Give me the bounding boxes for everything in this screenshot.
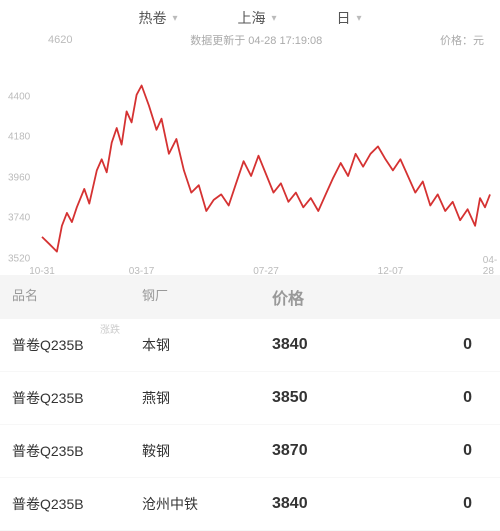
product-label: 热卷 [138,8,166,28]
ymax-label: 4620 [48,34,72,46]
cell-name: 普卷Q235B [12,388,142,408]
cell-mill: 鞍钢 [142,441,272,461]
cell-price: 3870 [272,442,402,460]
price-chart: 3520 3740 3960 4180 4400 10-31 03-17 07-27 12-07… [0,50,500,275]
filter-bar: 热卷 ▾ 上海 ▾ 日 ▾ [0,0,500,32]
x-tick-label: 04-28 [483,255,497,277]
period-label: 日 [337,8,351,28]
chevron-down-icon: ▾ [357,13,362,24]
cell-change: 0 [402,389,472,407]
cell-mill: 本钢 [142,335,272,355]
y-tick-label: 3520 [8,254,30,265]
table-row[interactable]: 普卷Q235B燕钢38500 [0,372,500,425]
chevron-down-icon: ▾ [172,13,177,24]
cell-name: 普卷Q235B [12,494,142,514]
x-tick-label: 10-31 [29,266,55,277]
cell-change: 0 [402,442,472,460]
cell-name: 普卷Q235B [12,441,142,461]
city-label: 上海 [237,8,265,28]
period-selector[interactable]: 日 ▾ [337,8,362,28]
cell-mill: 燕钢 [142,388,272,408]
y-tick-label: 3740 [8,213,30,224]
x-tick-label: 12-07 [378,266,404,277]
x-tick-label: 03-17 [129,266,155,277]
col-price-header: 价格 [272,285,402,309]
y-tick-label: 4400 [8,91,30,102]
table-row[interactable]: 普卷Q235B鞍钢38700 [0,425,500,478]
cell-name: 普卷Q235B [12,335,142,355]
line-chart-svg [0,50,500,275]
col-change-header [402,285,472,309]
product-selector[interactable]: 热卷 ▾ [138,8,177,28]
y-tick-label: 4180 [8,132,30,143]
table-row[interactable]: 涨跌普卷Q235B本钢38400 [0,319,500,372]
cell-change: 0 [402,495,472,513]
change-sub-label: 涨跌 [100,321,120,336]
price-unit: 价格：元 [440,32,484,48]
cell-price: 3840 [272,336,402,354]
table-body: 涨跌普卷Q235B本钢38400普卷Q235B燕钢38500普卷Q235B鞍钢3… [0,319,500,531]
col-name-header: 品名 [12,285,142,309]
x-tick-label: 07-27 [253,266,279,277]
col-mill-header: 钢厂 [142,285,272,309]
chevron-down-icon: ▾ [271,13,276,24]
cell-mill: 沧州中铁 [142,494,272,514]
city-selector[interactable]: 上海 ▾ [237,8,276,28]
table-header: 品名 钢厂 价格 [0,275,500,319]
table-row[interactable]: 普卷Q235B沧州中铁38400 [0,478,500,531]
cell-price: 3850 [272,389,402,407]
update-text: 数据更新于 04-28 17:19:08 [190,32,322,48]
y-tick-label: 3960 [8,172,30,183]
cell-change: 0 [402,336,472,354]
chart-meta: 4620 数据更新于 04-28 17:19:08 价格：元 [0,32,500,50]
cell-price: 3840 [272,495,402,513]
